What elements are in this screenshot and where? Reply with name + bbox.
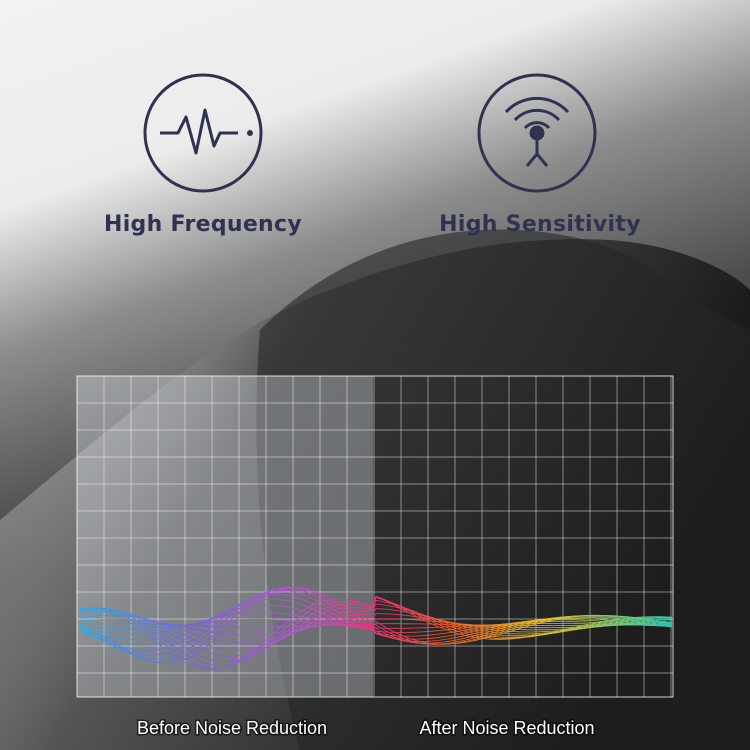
waveform-line [79, 618, 673, 636]
feature-label: High Sensitivity [439, 212, 641, 237]
waveform-line [79, 598, 673, 646]
before-panel [77, 376, 373, 697]
waveform-line [79, 599, 672, 662]
waveform-line [79, 611, 673, 635]
grid [77, 376, 673, 697]
feature-label: High Frequency [104, 212, 302, 237]
waveform-line [79, 597, 672, 667]
waveform-line [79, 623, 672, 628]
waveform-line [79, 604, 673, 641]
grid-frame [76, 375, 674, 698]
logo-bars [345, 20, 404, 50]
comparison-label: Before Noise Reduction [137, 718, 327, 738]
icon-frequency [143, 73, 263, 193]
waveform-line [79, 596, 673, 670]
icon-sensitivity [477, 73, 597, 193]
waveform [79, 586, 673, 670]
comparison-label: After Noise Reduction [419, 718, 594, 738]
